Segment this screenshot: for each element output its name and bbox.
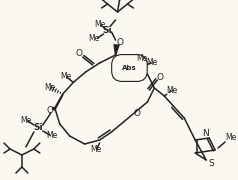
Text: Me: Me: [167, 86, 178, 94]
Text: Me: Me: [90, 145, 101, 154]
Text: Me: Me: [46, 132, 57, 141]
Text: Me: Me: [136, 53, 147, 62]
Text: S: S: [208, 159, 214, 168]
Text: N: N: [202, 129, 208, 138]
Text: O: O: [75, 48, 82, 57]
Text: Me: Me: [60, 71, 71, 80]
Polygon shape: [114, 45, 119, 55]
Text: Si: Si: [33, 123, 43, 132]
Text: Abs: Abs: [122, 65, 137, 71]
Text: Me: Me: [44, 82, 55, 91]
Text: Me: Me: [225, 134, 237, 143]
Text: O: O: [134, 109, 141, 118]
Text: Me: Me: [146, 57, 157, 66]
Text: O: O: [116, 37, 123, 46]
Text: O: O: [157, 73, 164, 82]
Text: Me: Me: [94, 19, 105, 28]
Text: Me: Me: [88, 33, 99, 42]
Text: Me: Me: [20, 116, 31, 125]
Text: O: O: [46, 105, 53, 114]
Text: Si: Si: [103, 26, 112, 35]
